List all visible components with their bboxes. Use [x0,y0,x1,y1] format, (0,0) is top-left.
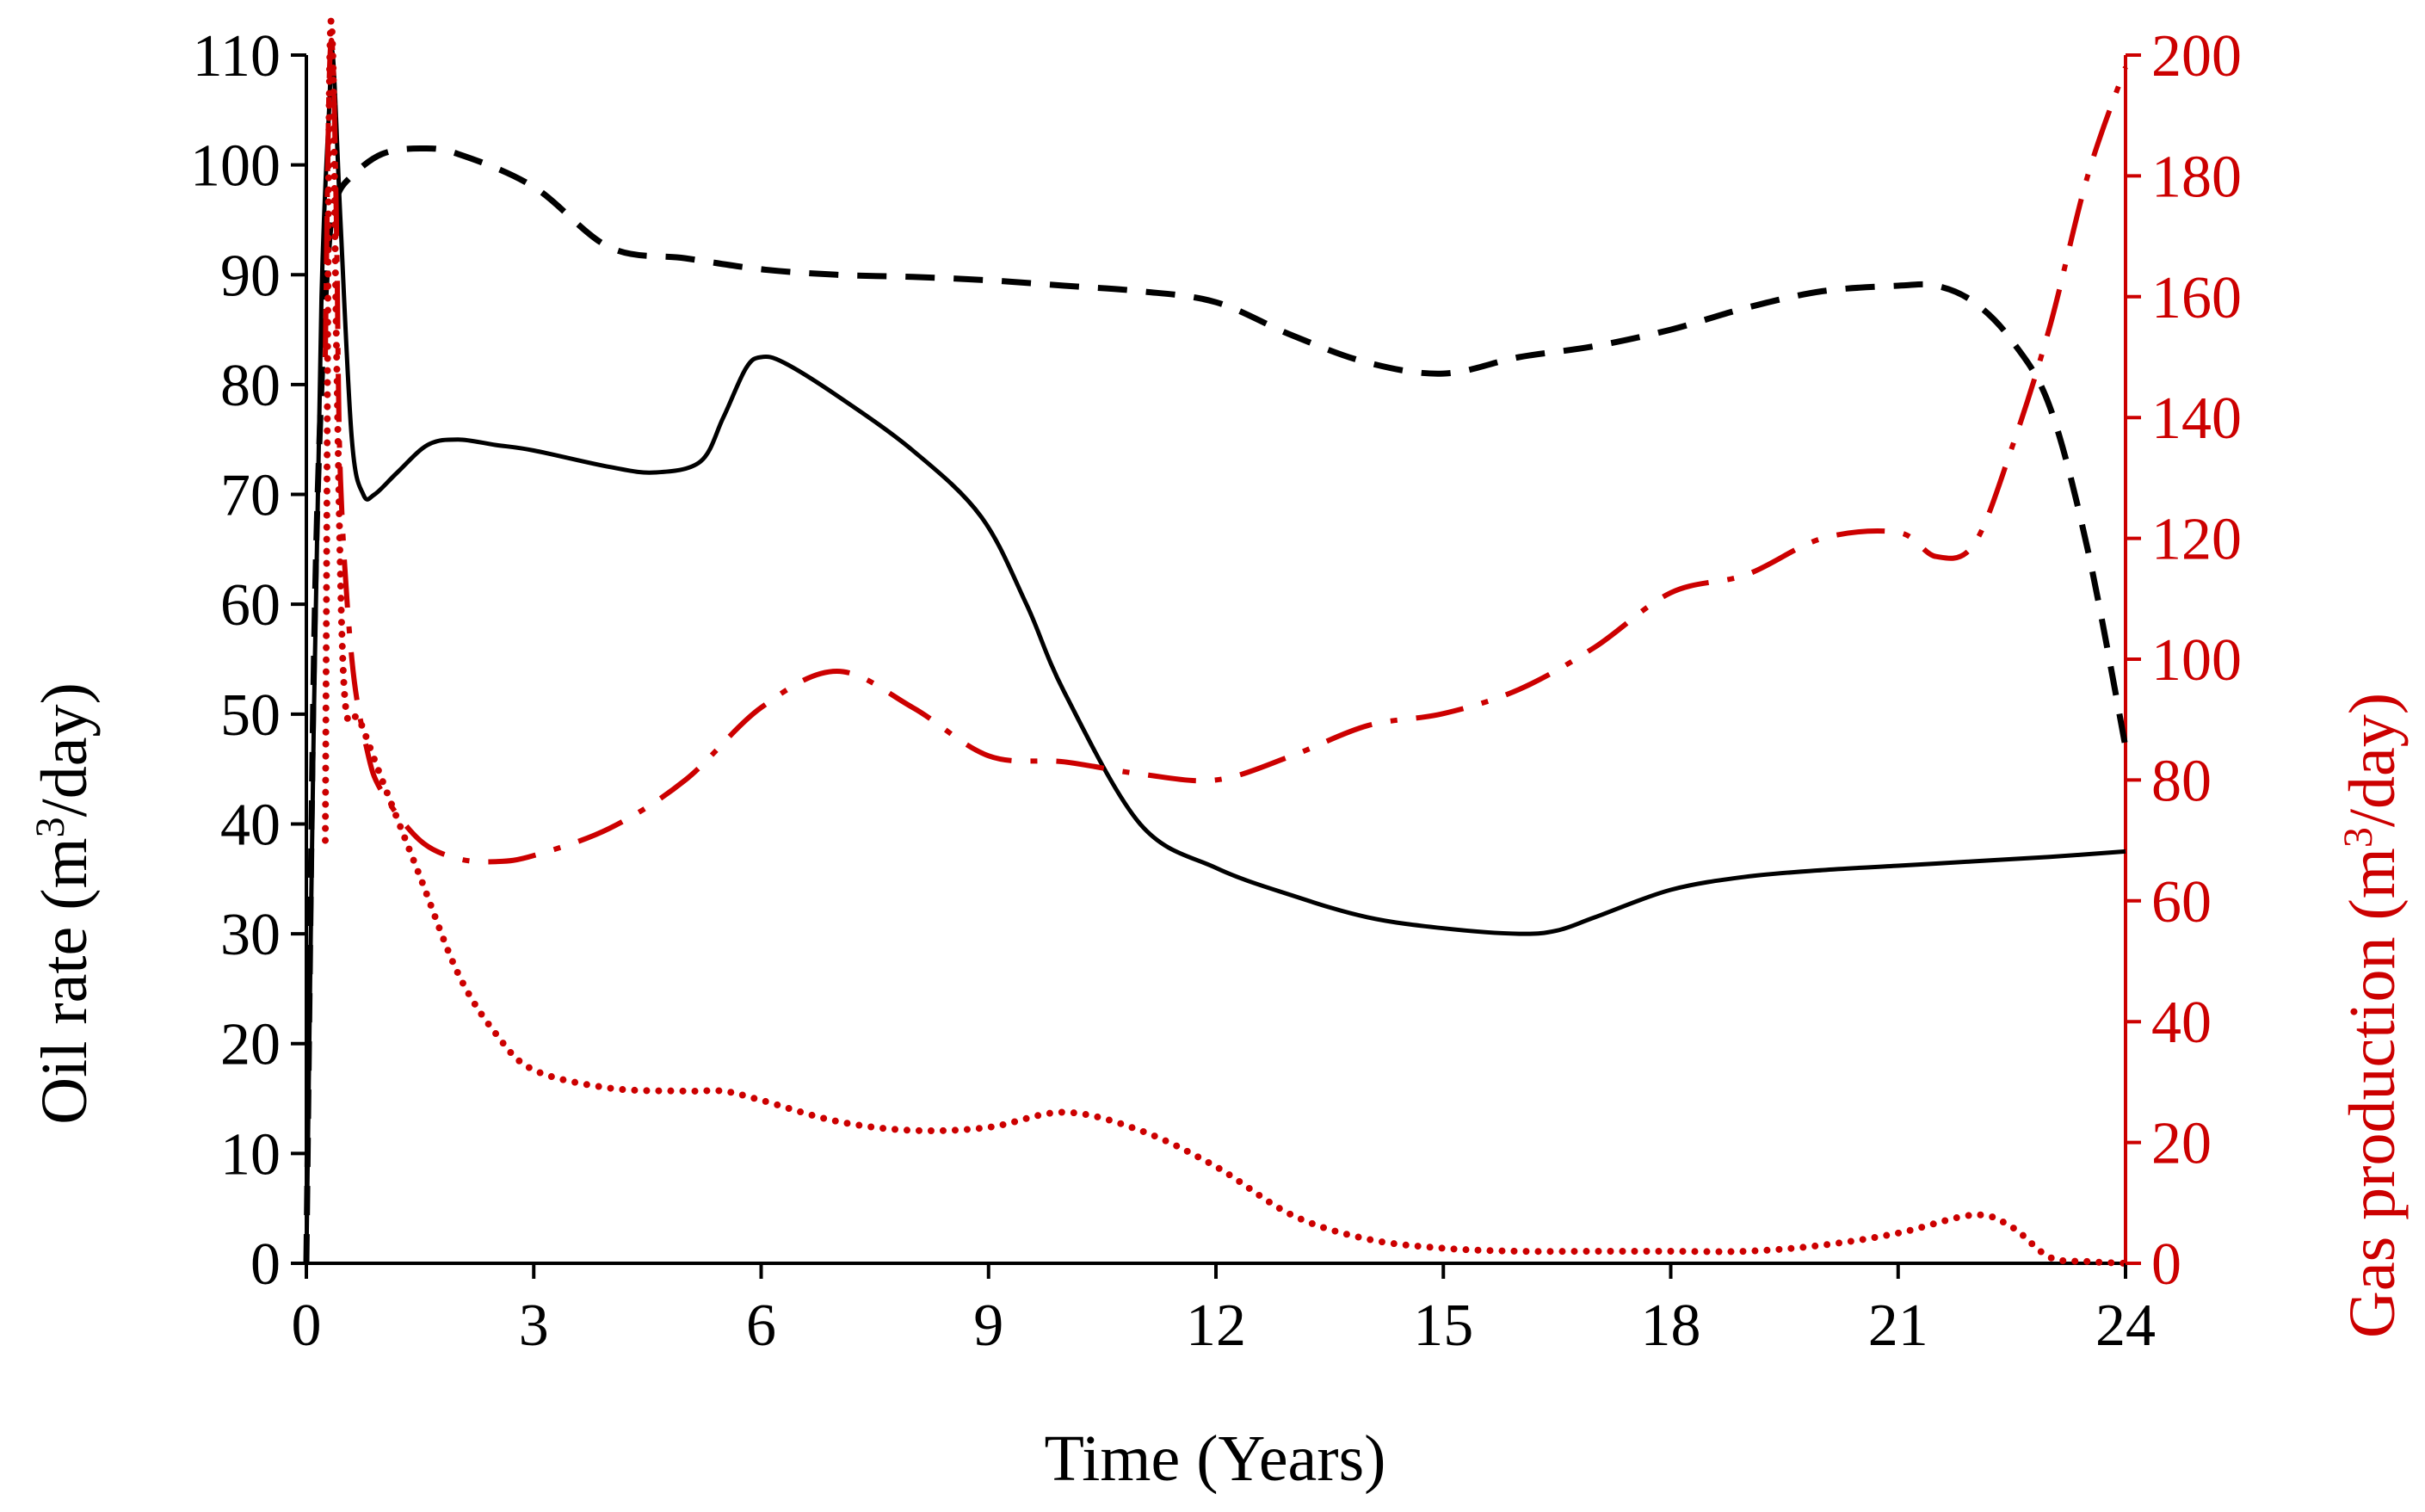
x-tick-label: 15 [1413,1293,1473,1359]
y-right-title-sup: 3 [2336,827,2381,848]
y-left-tick-label: 50 [220,682,281,749]
x-tick-label: 9 [973,1293,1003,1359]
y-left-tick-label: 80 [220,353,281,419]
plot-axes [305,55,2127,1265]
y-left-tick-label: 100 [190,133,281,200]
x-tick-label: 6 [746,1293,776,1359]
x-tick-label: 3 [519,1293,549,1359]
y-axis-right-title: Gas production (m3/day) [2336,693,2410,1338]
ticks-layer: 0 3 6 9 12 15 18 21 2401020304050607080901001100… [190,23,2242,1359]
y-axis-left-title: Oil rate (m3/day) [28,682,102,1125]
y-right-tick-label: 100 [2151,627,2242,694]
x-tick-label: 24 [2095,1293,2156,1359]
y-left-tick-label: 110 [193,23,281,89]
y-right-tick-label: 200 [2151,23,2242,89]
y-right-title-suffix: /day) [2336,693,2409,827]
series-line-solid [304,47,2126,1264]
y-right-tick-label: 180 [2151,144,2242,210]
x-axis-title: Time (Years) [1045,1423,1386,1495]
y-left-tick-label: 20 [220,1012,281,1078]
y-right-tick-label: 0 [2151,1231,2181,1298]
y-left-title-suffix: /day) [28,682,101,817]
x-tick-label: 0 [292,1293,322,1359]
y-right-tick-label: 120 [2151,507,2242,573]
y-right-tick-label: 40 [2151,990,2212,1056]
y-left-title-sup: 3 [28,817,73,837]
x-tick-label: 21 [1868,1293,1928,1359]
y-left-tick-label: 60 [220,572,281,639]
x-tick-label: 12 [1186,1293,1246,1359]
series-line-dash [303,145,2129,1264]
y-right-title-prefix: Gas production (m [2336,848,2409,1338]
y-left-tick-label: 30 [220,902,281,968]
y-left-tick-label: 70 [220,463,281,529]
y-right-tick-label: 20 [2151,1111,2212,1177]
y-left-tick-label: 90 [220,243,281,309]
y-left-tick-label: 0 [250,1231,281,1298]
y-left-tick-label: 10 [220,1121,281,1188]
series-line-dot [322,16,2129,1267]
series-line-dashdot [323,37,2128,865]
y-left-tick-label: 40 [220,792,281,858]
x-tick-label: 18 [1641,1293,1701,1359]
y-right-tick-label: 80 [2151,748,2212,814]
series-layer [303,16,2129,1267]
y-left-title-prefix: Oil rate (m [28,837,101,1124]
y-right-tick-label: 160 [2151,265,2242,331]
y-right-tick-label: 140 [2151,386,2242,452]
y-right-tick-label: 60 [2151,869,2212,935]
